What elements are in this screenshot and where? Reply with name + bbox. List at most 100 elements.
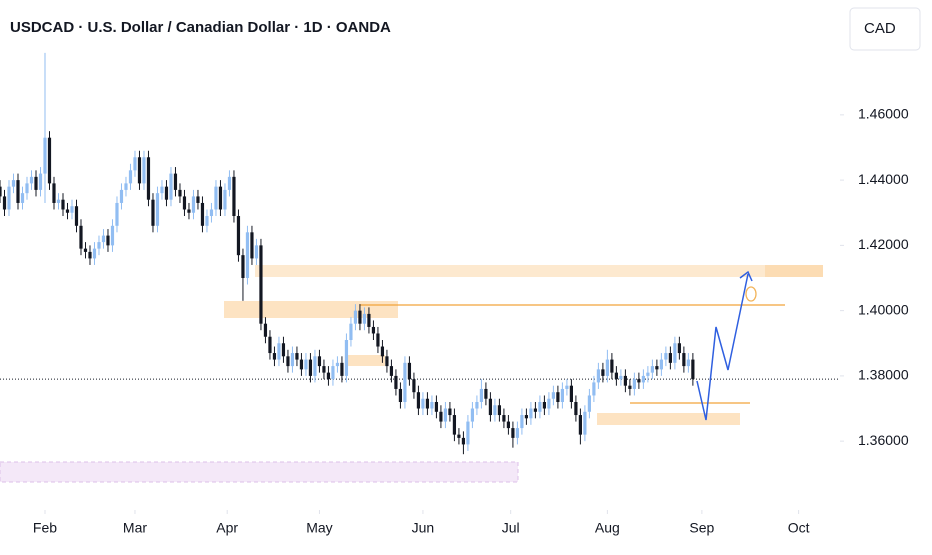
candle-body: [160, 186, 164, 194]
candle-body: [124, 183, 128, 190]
candle-body: [79, 225, 83, 249]
candle-body: [250, 232, 254, 259]
chart-title: USDCAD · U.S. Dollar / Canadian Dollar ·…: [10, 19, 391, 36]
candle-body: [277, 343, 281, 360]
y-tick-label: 1.36000: [858, 432, 909, 448]
candle-body: [259, 245, 263, 324]
candle-body: [209, 209, 214, 217]
candle-body: [214, 186, 218, 210]
candle-body: [326, 372, 331, 380]
projection-path: [696, 273, 749, 421]
candle-body: [542, 401, 547, 409]
candle-body: [299, 359, 304, 370]
candle-body: [533, 408, 538, 412]
drawings: [0, 265, 840, 483]
x-tick-label: Apr: [216, 520, 238, 536]
candle-body: [416, 392, 421, 409]
candle-body: [101, 235, 106, 243]
candle-body: [565, 385, 569, 389]
candle-body: [290, 353, 295, 367]
candle-body: [389, 366, 394, 376]
candle-body: [0, 186, 2, 197]
currency-label[interactable]: CAD: [864, 20, 896, 37]
candle-body: [115, 202, 119, 226]
candle-body: [380, 346, 385, 357]
candle-body: [574, 401, 578, 416]
candle-body: [646, 372, 650, 376]
candle-body: [421, 398, 425, 409]
candle-body: [2, 196, 7, 210]
candle-body: [137, 157, 142, 184]
candle-body: [623, 375, 627, 386]
candle-body: [353, 310, 358, 324]
candle-body: [506, 421, 511, 429]
candle-body: [601, 369, 605, 376]
candle-body: [371, 326, 376, 334]
candle-body: [268, 336, 272, 354]
candle-body: [47, 137, 52, 184]
support-zone: [0, 461, 519, 483]
candle-body: [173, 173, 178, 190]
candle-body: [340, 362, 344, 376]
candle-body: [106, 235, 110, 246]
candle-body: [43, 137, 47, 174]
candle-body: [25, 183, 29, 194]
candle-body: [655, 366, 659, 370]
candle-body: [538, 401, 542, 412]
candle-body: [362, 313, 367, 324]
candle-body: [430, 401, 434, 409]
y-tick-label: 1.42000: [858, 236, 909, 252]
candle-body: [556, 392, 560, 402]
candle-body: [119, 189, 124, 203]
candle-body: [142, 157, 146, 184]
candle-body: [529, 408, 533, 419]
candle-body: [331, 366, 335, 380]
candle-body: [452, 415, 457, 435]
candle-body: [668, 353, 672, 363]
candle-body: [232, 176, 236, 217]
candle-body: [682, 353, 686, 367]
candle-body: [92, 248, 97, 259]
candle-body: [281, 343, 286, 357]
candle-body: [52, 183, 56, 203]
candle-body: [412, 379, 416, 393]
candle-body: [385, 356, 389, 367]
x-tick-label: Aug: [595, 520, 620, 536]
candle-body: [295, 353, 299, 360]
candle-body: [133, 157, 137, 171]
candle-body: [16, 180, 20, 203]
candle-body: [11, 180, 16, 187]
candle-body: [187, 209, 191, 213]
x-tick-label: Feb: [33, 520, 57, 536]
candle-body: [610, 359, 614, 373]
candle-body: [286, 356, 290, 367]
currency-button[interactable]: [849, 7, 921, 51]
candle-body: [349, 323, 353, 340]
candle-body: [434, 401, 439, 412]
candle-body: [344, 340, 349, 376]
x-tick-label: Jul: [502, 520, 520, 536]
candle-body: [632, 379, 636, 389]
candle-body: [88, 251, 92, 259]
candle-body: [263, 323, 268, 337]
candle-body: [619, 375, 623, 380]
candle-body: [110, 225, 115, 246]
candle-body: [128, 170, 133, 184]
candle-body: [155, 193, 160, 226]
candle-body: [628, 385, 632, 389]
candle-body: [650, 366, 654, 373]
candle-body: [200, 202, 205, 226]
candle-body: [578, 415, 582, 435]
candle-body: [686, 359, 690, 367]
x-tick-label: Jun: [412, 520, 435, 536]
projection: [696, 270, 757, 421]
y-tick-label: 1.40000: [858, 301, 909, 317]
small-zone: [345, 355, 385, 366]
supply-zone: [224, 301, 398, 318]
candle-body: [659, 359, 663, 370]
y-tick-label: 1.44000: [858, 171, 909, 187]
candle-body: [56, 199, 61, 203]
x-tick-label: Sep: [689, 520, 714, 536]
candle-body: [614, 372, 618, 380]
candle-body: [317, 356, 322, 367]
